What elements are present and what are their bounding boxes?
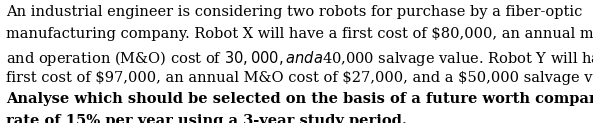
Text: first cost of $97,000, an annual M&O cost of $27,000, and a $50,000 salvage valu: first cost of $97,000, an annual M&O cos… [6, 71, 593, 85]
Text: Analyse which should be selected on the basis of a future worth comparison at an: Analyse which should be selected on the … [6, 92, 593, 107]
Text: rate of 15% per year using a 3-year study period.: rate of 15% per year using a 3-year stud… [6, 114, 407, 123]
Text: An industrial engineer is considering two robots for purchase by a fiber-optic: An industrial engineer is considering tw… [6, 5, 582, 19]
Text: manufacturing company. Robot X will have a first cost of $80,000, an annual main: manufacturing company. Robot X will have… [6, 27, 593, 41]
Text: and operation (M&O) cost of $30,000, and a $40,000 salvage value. Robot Y will h: and operation (M&O) cost of $30,000, and… [6, 49, 593, 68]
